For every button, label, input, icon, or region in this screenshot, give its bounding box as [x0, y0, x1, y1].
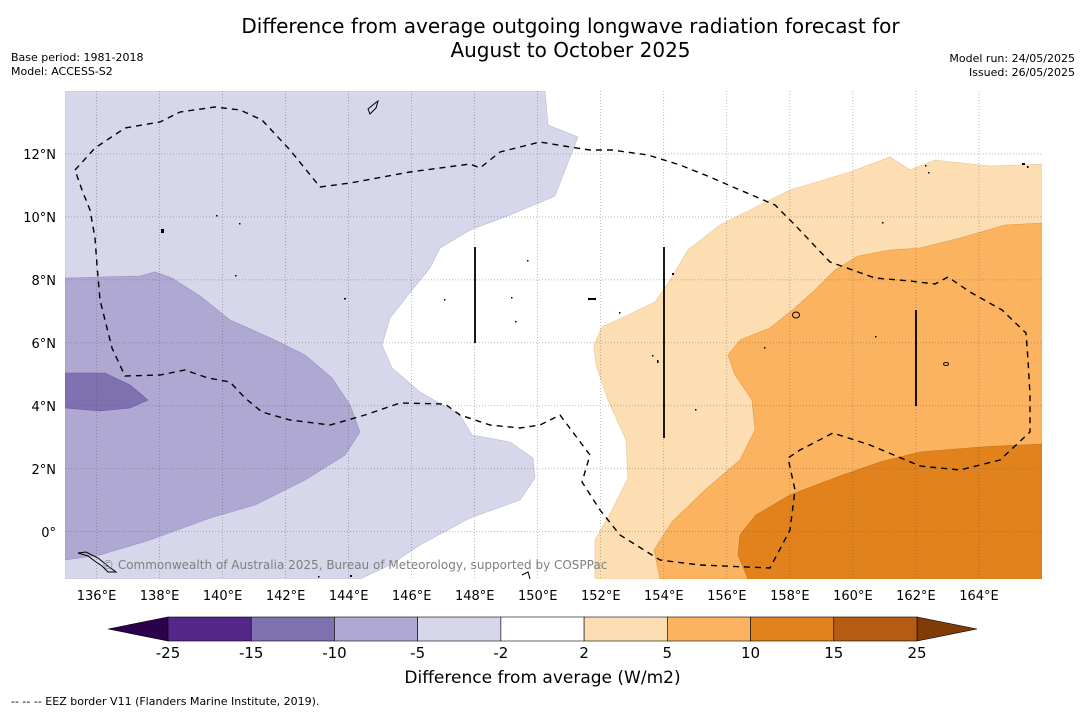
- colorbar-tick: 2: [579, 644, 589, 662]
- lon-tick-label: 146°E: [392, 589, 432, 604]
- colorbar-tick: -10: [322, 644, 347, 662]
- lon-tick-label: 160°E: [833, 589, 873, 604]
- colorbar-segment: [417, 616, 502, 642]
- map-title: Difference from average outgoing longwav…: [0, 14, 1085, 62]
- colorbar-tick: 25: [907, 644, 926, 662]
- lat-tick-label: 6°N: [32, 337, 57, 352]
- lat-tick-label: 0°: [41, 526, 56, 541]
- latitude-labels: 12°N 10°N 8°N 6°N 4°N 2°N 0°: [23, 148, 56, 541]
- lon-tick-label: 152°E: [581, 589, 621, 604]
- colorbar-segment: [167, 616, 252, 642]
- islands: [77, 99, 1029, 579]
- meta-left: Base period: 1981-2018 Model: ACCESS-S2: [11, 51, 143, 79]
- island-dots: [216, 163, 1029, 578]
- colorbar-segment: [250, 616, 335, 642]
- colorbar-segment: [583, 616, 668, 642]
- lon-tick-label: 142°E: [266, 589, 306, 604]
- issued-date: Issued: 26/05/2025: [968, 66, 1075, 79]
- island-pohnpei: [792, 311, 800, 319]
- lon-tick-label: 164°E: [959, 589, 999, 604]
- base-period: Base period: 1981-2018: [11, 51, 144, 64]
- island-palau: [77, 551, 118, 573]
- longitude-labels: 136°E 138°E 140°E 142°E 144°E 146°E 148°E 150°E…: [77, 589, 999, 604]
- colorbar-tick: -5: [410, 644, 425, 662]
- lon-tick-label: 148°E: [455, 589, 495, 604]
- lon-tick-label: 138°E: [140, 589, 180, 604]
- colorbar-tick-labels: -25 -15 -10 -5 -2 2 5 10 15 25: [156, 644, 927, 662]
- island-small: [161, 229, 164, 233]
- lat-tick-label: 8°N: [32, 274, 57, 289]
- copyright-credit: © Commonwealth of Australia 2025, Bureau…: [102, 558, 608, 572]
- colorbar-over-arrow: [916, 616, 978, 642]
- field-minus15-minus10: [65, 271, 361, 561]
- colorbar-tick: -15: [239, 644, 264, 662]
- lon-tick-label: 144°E: [329, 589, 369, 604]
- lon-tick-label: 154°E: [644, 589, 684, 604]
- colorbar-label: Difference from average (W/m2): [404, 668, 681, 688]
- title-line-1: Difference from average outgoing longwav…: [241, 14, 900, 38]
- eez-borders: [74, 106, 1031, 569]
- colorbar-tick: 10: [741, 644, 760, 662]
- eez-footnote: -- -- -- EEZ border V11 (Flanders Marine…: [11, 695, 320, 708]
- island-kosrae: [943, 362, 949, 366]
- lon-tick-label: 150°E: [518, 589, 558, 604]
- colorbar-segment: [334, 616, 418, 642]
- lon-tick-label: 140°E: [203, 589, 243, 604]
- colorbar-segment: [833, 616, 918, 642]
- anomaly-fields: [65, 91, 1042, 579]
- field-less-than-minus15: [65, 372, 149, 412]
- title-line-2: August to October 2025: [450, 38, 691, 62]
- eez-border-west: [74, 106, 1031, 569]
- colorbar-segment: [500, 616, 585, 642]
- island-chuuk: [521, 571, 531, 579]
- colorbar-under-arrow: [107, 616, 169, 642]
- model-name: Model: ACCESS-S2: [11, 65, 113, 78]
- lat-tick-label: 2°N: [32, 463, 57, 478]
- lon-tick-label: 136°E: [77, 589, 117, 604]
- colorbar-segment: [667, 616, 751, 642]
- colorbar-tick: 15: [824, 644, 843, 662]
- lat-tick-label: 10°N: [23, 211, 56, 226]
- colorbar-tick: -2: [493, 644, 508, 662]
- lon-tick-label: 158°E: [770, 589, 810, 604]
- colorbar-segment: [750, 616, 835, 642]
- colorbar: [107, 616, 978, 642]
- field-10-15: [737, 443, 1042, 579]
- lon-tick-label: 156°E: [707, 589, 747, 604]
- lat-tick-label: 12°N: [23, 148, 56, 163]
- island-small: [588, 298, 596, 300]
- model-run: Model run: 24/05/2025: [949, 52, 1075, 65]
- lon-tick-label: 162°E: [896, 589, 936, 604]
- island-guam: [367, 99, 379, 115]
- lat-tick-label: 4°N: [32, 400, 57, 415]
- meta-right: Model run: 24/05/2025 Issued: 26/05/2025: [949, 52, 1075, 80]
- colorbar-tick: 5: [663, 644, 673, 662]
- colorbar-tick: -25: [156, 644, 181, 662]
- eez-vertical-segments: [474, 247, 917, 438]
